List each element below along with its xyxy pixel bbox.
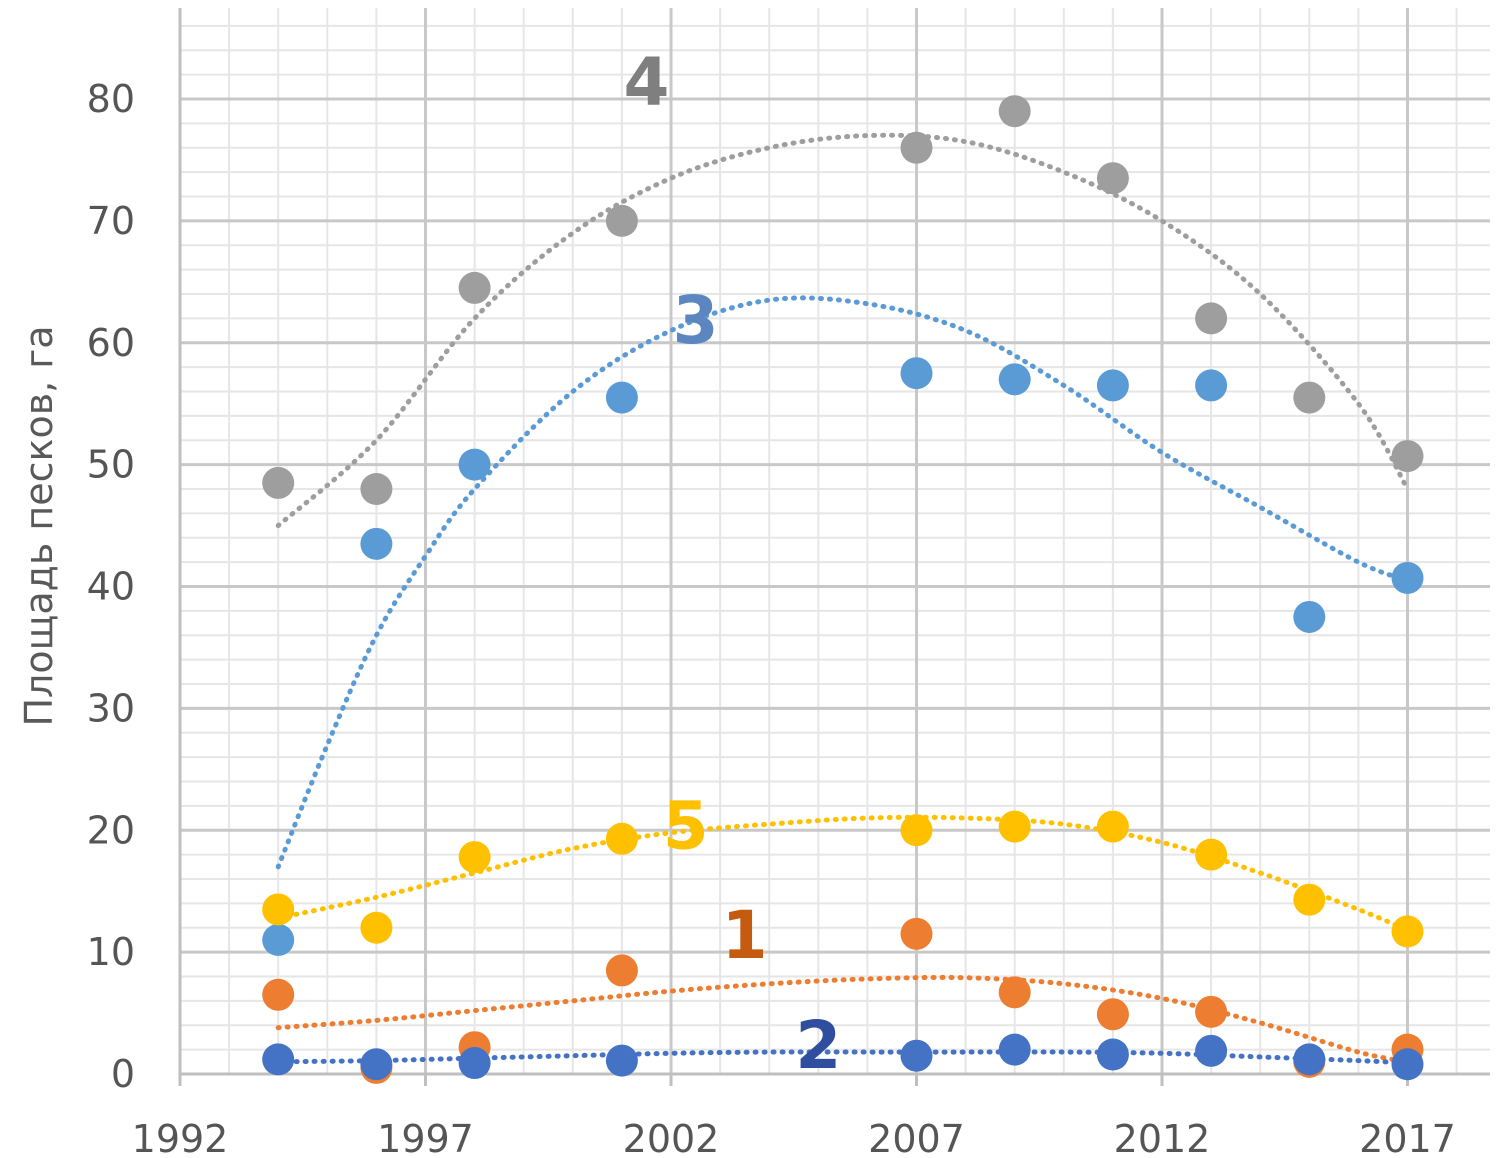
data-point-series-3 (605, 381, 638, 414)
data-point-series-3 (1293, 600, 1326, 633)
data-point-series-1 (262, 978, 295, 1011)
data-point-series-4 (458, 271, 491, 304)
data-point-series-4 (1391, 440, 1424, 473)
data-point-series-2 (1195, 1034, 1228, 1067)
series-label-2: 2 (795, 1007, 841, 1084)
y-tick-label: 70 (87, 199, 135, 243)
data-point-series-2 (458, 1047, 491, 1080)
x-tick-label: 1992 (132, 1117, 229, 1158)
data-point-series-2 (1096, 1038, 1129, 1071)
data-point-series-2 (605, 1044, 638, 1077)
data-point-series-2 (262, 1043, 295, 1076)
data-point-series-5 (998, 810, 1031, 843)
data-point-series-2 (998, 1033, 1031, 1066)
data-point-series-5 (458, 841, 491, 874)
axes: 1992 1997 2002 2007 2012 2017 0 10 20 30 40 50 60 70 8… (87, 8, 1490, 1158)
data-point-series-4 (262, 466, 295, 499)
data-point-series-3 (900, 357, 933, 390)
trendline-series-1 (275, 974, 1410, 1065)
series-label-4: 4 (623, 44, 669, 121)
data-point-series-5 (360, 911, 393, 944)
data-point-series-5 (1293, 883, 1326, 916)
y-tick-label: 40 (87, 565, 135, 609)
data-point-series-3 (360, 527, 393, 560)
data-point-series-3 (1195, 369, 1228, 402)
series-label-1: 1 (722, 897, 768, 974)
y-tick-label: 0 (111, 1052, 135, 1096)
data-point-series-5 (1195, 838, 1228, 871)
data-point-series-4 (1096, 162, 1129, 195)
data-point-series-4 (998, 95, 1031, 128)
data-point-series-4 (360, 473, 393, 505)
series-label-5: 5 (663, 788, 709, 865)
data-point-series-5 (1391, 915, 1424, 948)
data-point-series-3 (998, 363, 1031, 396)
data-point-series-1 (1096, 998, 1129, 1031)
x-tick-label: 2017 (1359, 1117, 1456, 1158)
y-axis-label: Площадь песков, га (17, 325, 61, 726)
data-point-series-4 (1293, 381, 1326, 414)
data-point-series-1 (998, 976, 1031, 1009)
y-tick-label: 80 (87, 77, 135, 121)
x-tick-label: 1997 (377, 1117, 474, 1158)
data-point-series-3 (1096, 369, 1129, 402)
data-point-series-2 (1293, 1043, 1326, 1076)
x-tick-label: 2012 (1114, 1117, 1211, 1158)
y-tick-label: 30 (87, 686, 135, 730)
data-point-series-1 (900, 917, 933, 950)
data-point-series-4 (605, 204, 638, 237)
data-point-series-2 (360, 1048, 393, 1081)
x-tick-label: 2002 (623, 1117, 720, 1158)
trendlines (275, 132, 1410, 1066)
y-tick-label: 60 (87, 321, 135, 365)
data-point-series-5 (900, 814, 933, 847)
trendline-series-2 (275, 1049, 1410, 1066)
data-point-series-1 (1195, 995, 1228, 1028)
trendline-series-4 (275, 132, 1410, 529)
series-label-3: 3 (673, 282, 719, 359)
data-point-series-4 (900, 131, 933, 164)
y-tick-label: 10 (87, 930, 135, 974)
data-point-series-3 (458, 448, 491, 481)
x-tick-label: 2007 (868, 1117, 965, 1158)
series-labels: 4 3 512 (623, 44, 841, 1084)
data-point-series-1 (605, 954, 638, 987)
data-point-series-3 (1391, 561, 1424, 594)
y-tick-label: 20 (87, 808, 135, 852)
trendline-series-5 (275, 814, 1410, 933)
data-point-series-5 (605, 822, 638, 855)
data-point-series-5 (262, 893, 295, 926)
data-points (262, 95, 1424, 1084)
y-tick-label: 50 (87, 443, 135, 487)
data-point-series-2 (900, 1039, 933, 1072)
data-point-series-4 (1195, 302, 1228, 335)
data-point-series-2 (1391, 1048, 1424, 1081)
trendline-series-3 (275, 295, 1410, 870)
data-point-series-3 (262, 923, 295, 956)
data-point-series-5 (1096, 810, 1129, 843)
